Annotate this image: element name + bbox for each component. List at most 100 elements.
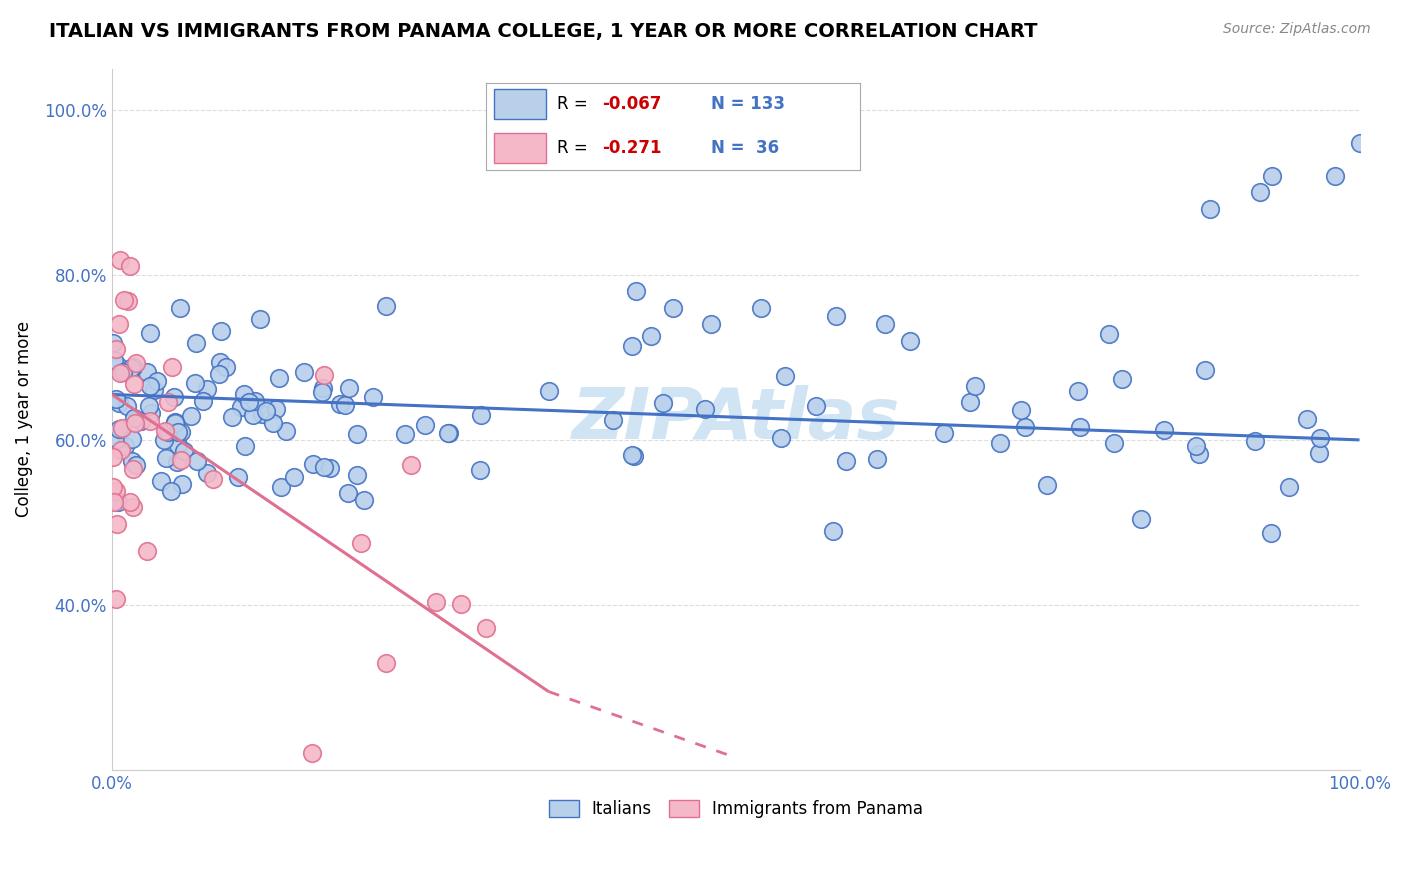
Point <box>350 536 373 550</box>
Point <box>202 472 225 486</box>
Point <box>1153 423 1175 437</box>
Point <box>153 433 176 447</box>
Point <box>180 409 202 424</box>
Point <box>249 312 271 326</box>
Point <box>1067 384 1090 398</box>
Legend: Italians, Immigrants from Panama: Italians, Immigrants from Panama <box>541 793 929 825</box>
Point <box>250 408 273 422</box>
Point <box>773 368 796 383</box>
Point <box>346 427 368 442</box>
Point <box>662 301 685 315</box>
Point <box>292 365 315 379</box>
Point <box>1111 372 1133 386</box>
Text: ITALIAN VS IMMIGRANTS FROM PANAMA COLLEGE, 1 YEAR OR MORE CORRELATION CHART: ITALIAN VS IMMIGRANTS FROM PANAMA COLLEG… <box>49 22 1038 41</box>
Point <box>195 382 218 396</box>
Point <box>105 516 128 531</box>
Point <box>312 368 335 383</box>
Point <box>640 329 662 343</box>
Point <box>170 425 193 440</box>
Point <box>1308 446 1330 460</box>
Point <box>1309 431 1331 445</box>
Point <box>125 355 148 369</box>
Point <box>121 461 143 475</box>
Point <box>624 285 647 299</box>
Point <box>139 406 162 420</box>
Point <box>111 421 134 435</box>
Point <box>221 410 243 425</box>
Point <box>301 747 323 761</box>
Point <box>120 361 142 376</box>
Point <box>143 383 166 397</box>
Point <box>1348 136 1371 150</box>
Point <box>238 395 260 409</box>
Point <box>118 260 141 274</box>
Point <box>125 458 148 472</box>
Point <box>620 339 643 353</box>
Point <box>450 597 472 611</box>
Point <box>226 470 249 484</box>
Point <box>208 367 231 381</box>
Point <box>138 414 160 428</box>
Point <box>153 424 176 438</box>
Point <box>749 301 772 315</box>
Point <box>1010 403 1032 417</box>
Point <box>1260 526 1282 541</box>
Point <box>374 299 396 313</box>
Point <box>1261 169 1284 183</box>
Point <box>1296 412 1319 426</box>
Point <box>1188 447 1211 461</box>
Point <box>108 367 131 381</box>
Point <box>103 479 125 493</box>
Point <box>117 293 139 308</box>
Point <box>169 301 191 316</box>
Point <box>160 484 183 499</box>
Point <box>105 392 128 407</box>
Point <box>163 415 186 429</box>
Point <box>233 439 256 453</box>
Point <box>108 396 131 410</box>
Point <box>468 462 491 476</box>
Point <box>866 452 889 467</box>
Point <box>103 352 125 367</box>
Point <box>170 453 193 467</box>
Point <box>1069 420 1091 434</box>
Point <box>1244 434 1267 449</box>
Point <box>254 404 277 418</box>
Point <box>155 450 177 465</box>
Point <box>120 495 142 509</box>
Point <box>107 317 129 331</box>
Point <box>157 395 180 409</box>
Text: ZIPAtlas: ZIPAtlas <box>571 384 900 454</box>
Point <box>537 384 560 398</box>
Point <box>108 422 131 436</box>
Point <box>110 442 132 457</box>
Point <box>105 342 128 356</box>
Point <box>124 416 146 430</box>
Point <box>1129 512 1152 526</box>
Point <box>163 416 186 430</box>
Point <box>1249 186 1271 200</box>
Point <box>270 480 292 494</box>
Point <box>136 544 159 558</box>
Point <box>875 318 897 332</box>
Point <box>312 459 335 474</box>
Point <box>122 500 145 514</box>
Point <box>112 293 135 307</box>
Point <box>122 360 145 375</box>
Point <box>413 417 436 432</box>
Point <box>160 359 183 374</box>
Point <box>311 385 333 400</box>
Point <box>146 375 169 389</box>
Point <box>700 318 723 332</box>
Point <box>353 493 375 508</box>
Point <box>623 449 645 463</box>
Point <box>112 365 135 379</box>
Point <box>233 387 256 401</box>
Point <box>1102 436 1125 450</box>
Point <box>1014 420 1036 434</box>
Point <box>121 432 143 446</box>
Point <box>337 381 360 395</box>
Point <box>821 524 844 538</box>
Point <box>105 432 128 446</box>
Point <box>1194 362 1216 376</box>
